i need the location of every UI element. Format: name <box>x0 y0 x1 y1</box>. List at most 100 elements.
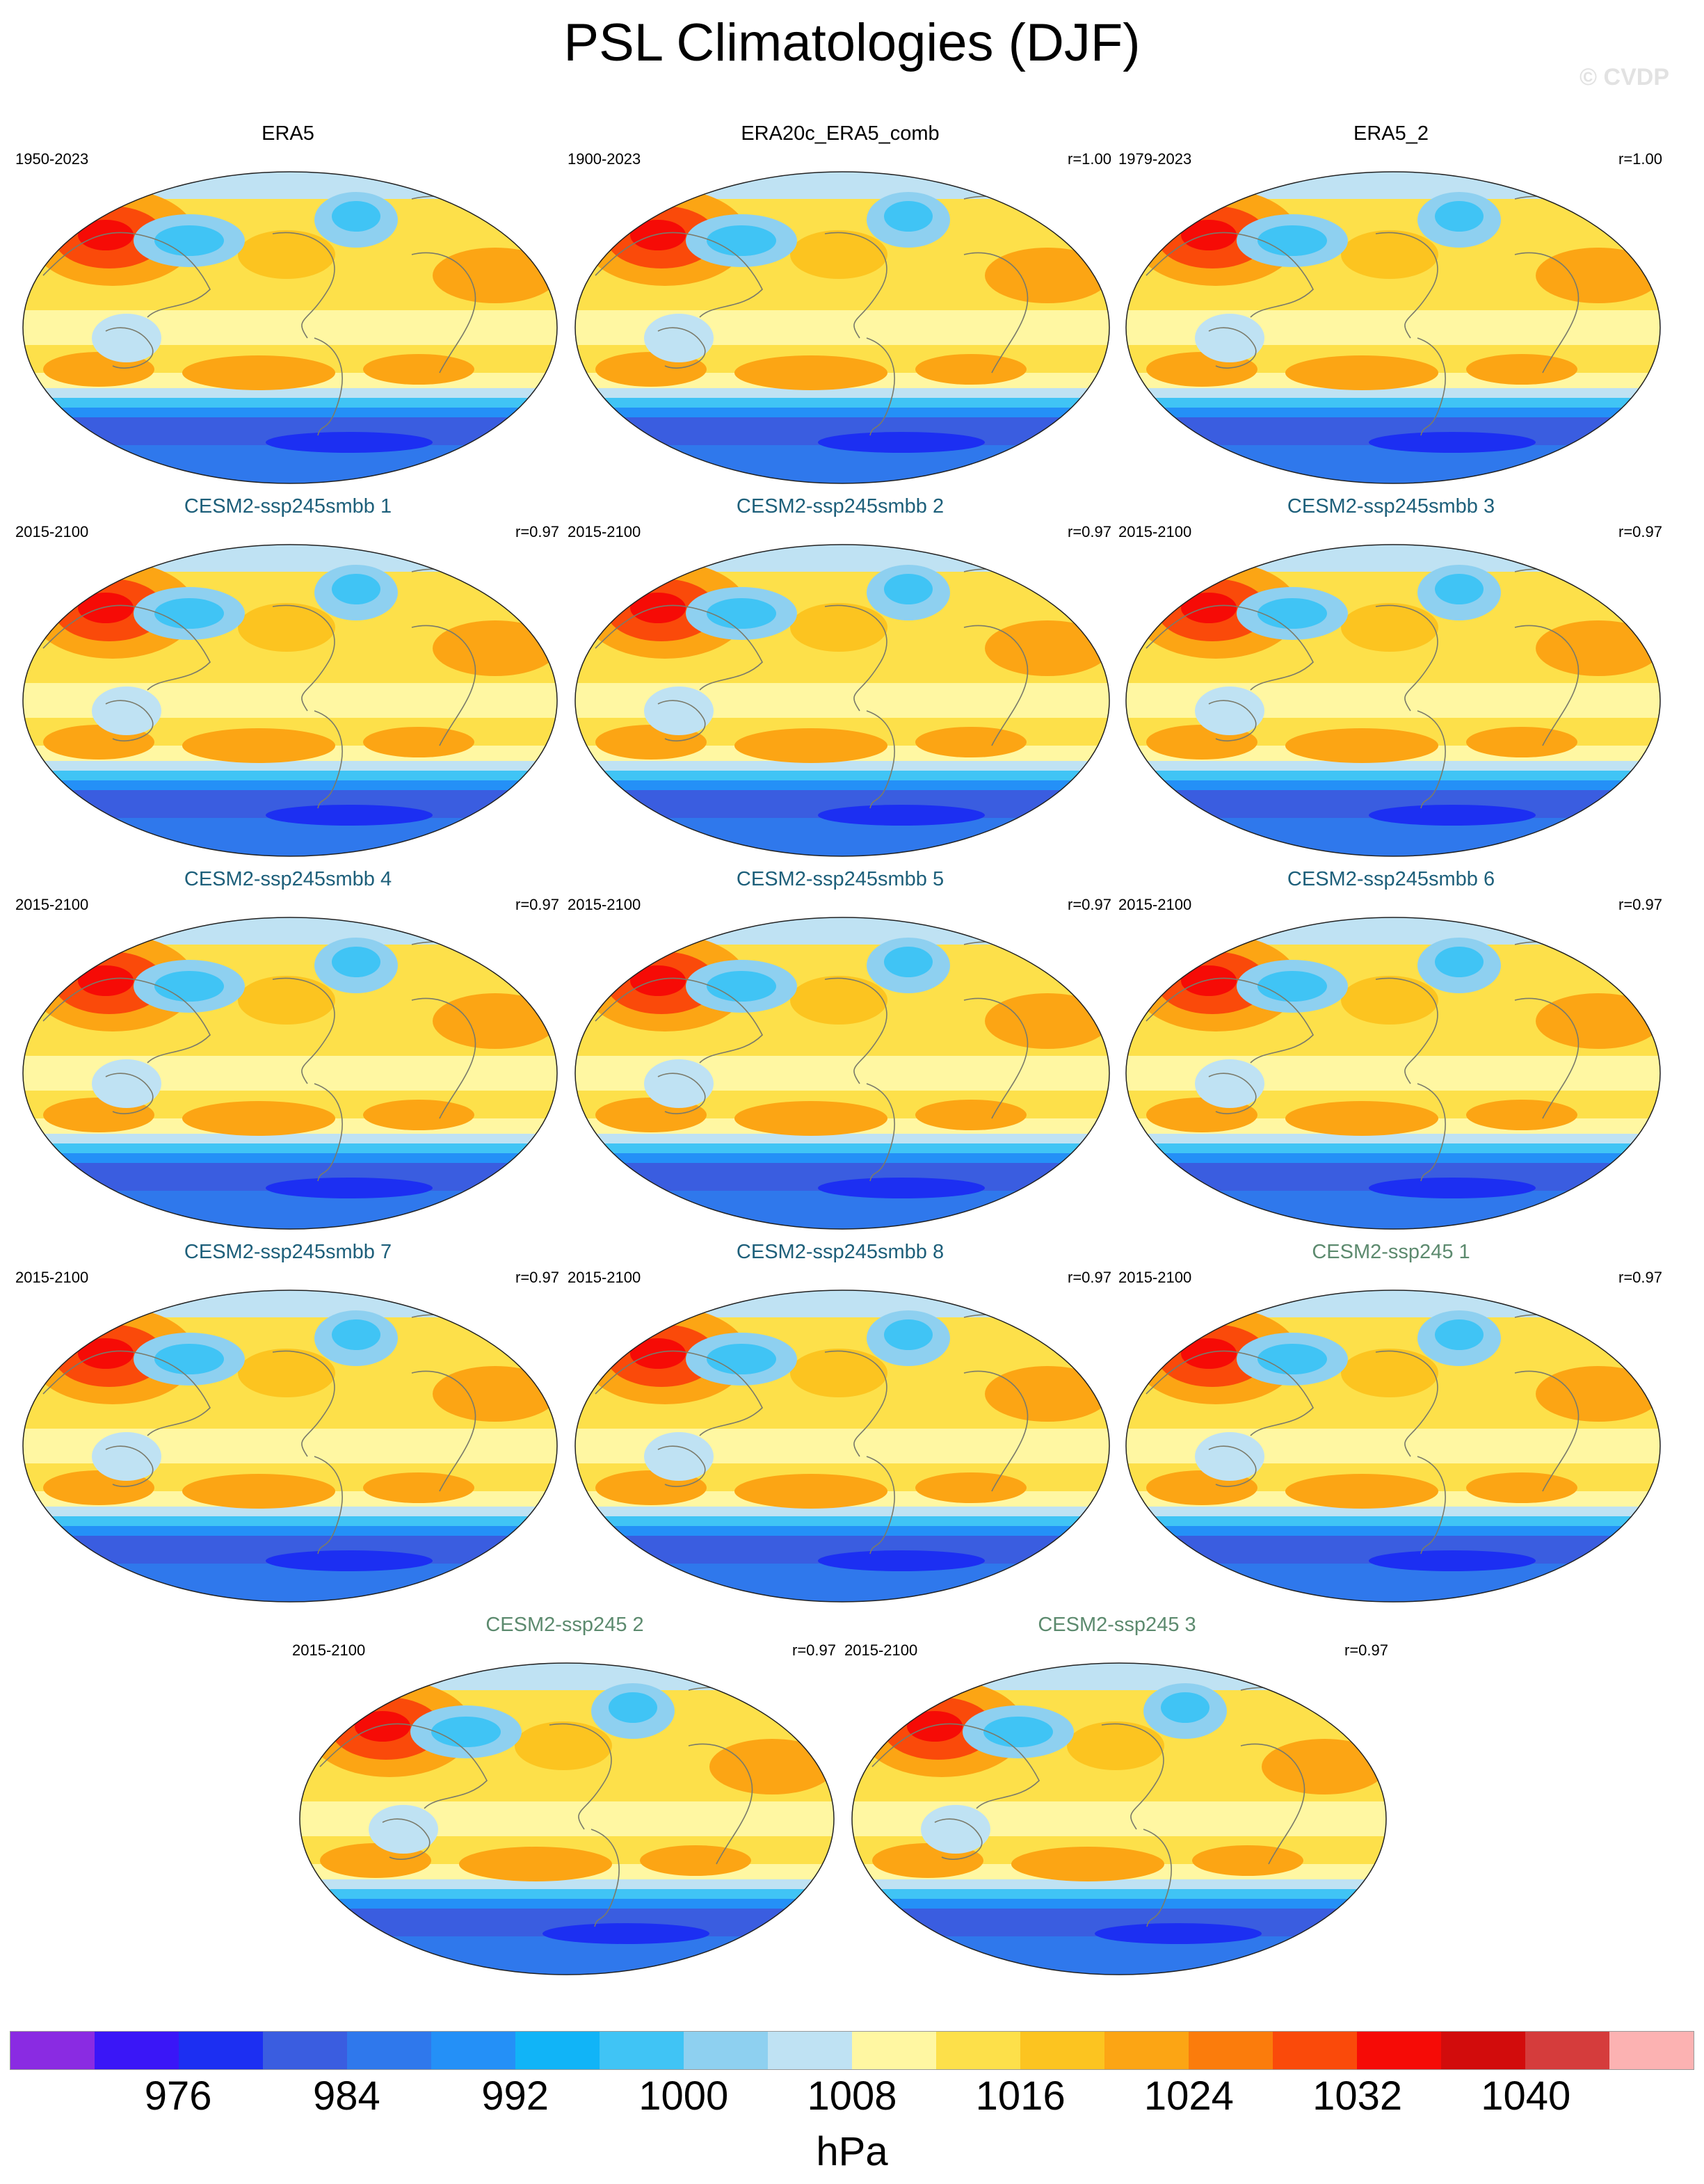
coastline-north-america <box>1375 1350 1438 1457</box>
southern-deep-low <box>818 1178 985 1198</box>
map-outline <box>574 917 1110 1230</box>
map-panel: CESM2-ssp245 2 2015-2100 r=0.97 <box>287 1614 843 1975</box>
coastline-africa-europe <box>1514 625 1580 746</box>
map-outline <box>851 1662 1387 1975</box>
siberian-high-core <box>78 593 134 623</box>
colorbar-cell <box>1104 2032 1189 2069</box>
southern-ocean-band-1 <box>575 761 1109 771</box>
southern-ocean-band-3 <box>300 1899 834 1909</box>
panel-correlation: r=0.97 <box>1068 1269 1111 1286</box>
panel-title: CESM2-ssp245 1 <box>1312 1241 1470 1263</box>
southern-ocean-band-1 <box>1126 388 1660 398</box>
map-outline <box>22 171 558 484</box>
coastline-australia <box>934 1818 983 1860</box>
colorbar-cell <box>347 2032 431 2069</box>
south-pacific-high <box>182 728 335 763</box>
siberian-high-core <box>630 593 686 623</box>
psl-map <box>851 1662 1387 1975</box>
coastline-australia <box>657 1445 706 1487</box>
colorbar-cell <box>684 2032 768 2069</box>
coastline-south-america <box>1143 1829 1172 1927</box>
southern-ocean-band-2 <box>852 1889 1386 1899</box>
panel-title: CESM2-ssp245smbb 3 <box>1287 495 1495 517</box>
southern-ocean-band-3 <box>1126 1526 1660 1536</box>
siberian-high-core <box>1181 593 1237 623</box>
southern-ocean-band-2 <box>1126 398 1660 408</box>
colorbar-cell <box>263 2032 347 2069</box>
panel-correlation: r=0.97 <box>1068 896 1111 913</box>
maritime-continent-low <box>1195 686 1264 735</box>
antarctic-band <box>575 818 1109 856</box>
arctic-band <box>23 545 557 572</box>
azores-high <box>1536 620 1660 676</box>
panel-correlation: r=0.97 <box>515 1269 559 1286</box>
coastline-asia <box>595 604 763 691</box>
coastline-australia <box>657 327 706 369</box>
coastline-south-america <box>1417 710 1446 809</box>
north-american-high <box>238 603 335 652</box>
coastline-africa-europe <box>411 997 476 1119</box>
colorbar-tick-label: 1016 <box>975 2073 1066 2119</box>
icelandic-low-core <box>332 574 380 604</box>
psl-map <box>574 171 1110 484</box>
arctic-band <box>852 1663 1386 1690</box>
maritime-continent-low <box>644 314 714 362</box>
arctic-band <box>23 917 557 945</box>
south-pacific-high <box>182 1101 335 1136</box>
southern-deep-low <box>266 432 433 453</box>
siberian-high-core <box>78 965 134 996</box>
azores-high <box>1536 1366 1660 1422</box>
southern-ocean-band-1 <box>1126 1507 1660 1516</box>
southern-ocean-band-1 <box>23 761 557 771</box>
coastline-australia <box>1208 327 1257 369</box>
aleutian-low-core <box>707 598 776 629</box>
arctic-band <box>575 172 1109 199</box>
coastline-south-america <box>866 1456 895 1555</box>
southern-ocean-band-3 <box>23 780 557 790</box>
coastline-africa-europe <box>963 1370 1029 1492</box>
south-atlantic-high <box>915 1100 1027 1130</box>
panel-years: 2015-2100 <box>1118 1269 1192 1286</box>
map-panel: CESM2-ssp245smbb 8 2015-2100 r=0.97 <box>562 1241 1118 1603</box>
southern-ocean-band-2 <box>300 1889 834 1899</box>
panel-correlation: r=1.00 <box>1068 150 1111 168</box>
coastline-australia <box>1208 700 1257 741</box>
panel-years: 2015-2100 <box>15 896 89 913</box>
coastline-africa-europe <box>963 252 1029 374</box>
coastline-south-america <box>314 1083 343 1182</box>
colorbar-cell <box>10 2032 95 2069</box>
colorbar-cell <box>1441 2032 1525 2069</box>
panel-correlation: r=0.97 <box>1344 1641 1388 1659</box>
southern-ocean-band-3 <box>1126 780 1660 790</box>
icelandic-low-core <box>1435 947 1484 977</box>
coastline-south-america <box>866 337 895 436</box>
north-american-high <box>1067 1721 1164 1770</box>
southern-ocean-band-3 <box>23 1153 557 1163</box>
coastline-asia <box>42 977 211 1063</box>
panel-years: 1979-2023 <box>1118 150 1192 168</box>
south-pacific-high <box>734 728 887 763</box>
coastline-australia <box>105 1073 154 1114</box>
panel-years: 2015-2100 <box>292 1641 366 1659</box>
southern-deep-low <box>266 805 433 826</box>
arctic-band <box>23 172 557 199</box>
psl-map <box>22 544 558 857</box>
coastline-australia <box>1208 1445 1257 1487</box>
panel-correlation: r=0.97 <box>1618 1269 1662 1286</box>
psl-map <box>22 917 558 1230</box>
southern-ocean-band-1 <box>1126 761 1660 771</box>
map-panel: CESM2-ssp245smbb 6 2015-2100 r=0.97 <box>1113 868 1669 1230</box>
icelandic-low-core <box>884 574 933 604</box>
panel-years: 2015-2100 <box>568 523 641 540</box>
colorbar-cell <box>1273 2032 1357 2069</box>
maritime-continent-low <box>1195 1432 1264 1481</box>
map-outline <box>1125 171 1661 484</box>
southern-ocean-band-2 <box>23 1143 557 1153</box>
psl-map <box>299 1662 835 1975</box>
arctic-band <box>23 1290 557 1317</box>
icelandic-low-core <box>1435 1319 1484 1350</box>
maritime-continent-low <box>1195 314 1264 362</box>
arctic-band <box>575 917 1109 945</box>
south-atlantic-high <box>1466 354 1577 385</box>
south-atlantic-high <box>915 1472 1027 1503</box>
